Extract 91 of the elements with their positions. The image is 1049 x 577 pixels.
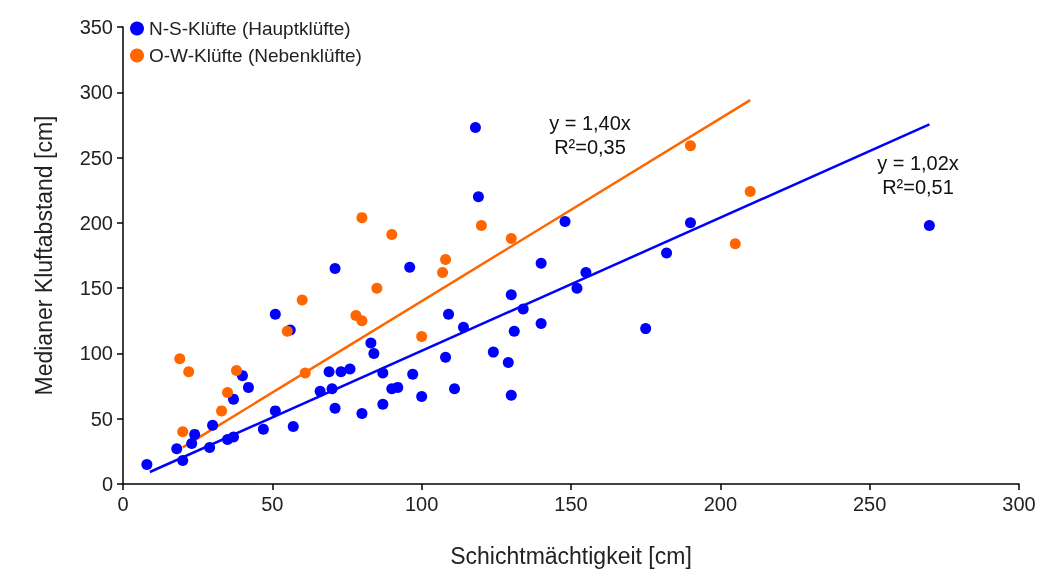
point (242, 381, 254, 393)
point (487, 346, 499, 358)
point (508, 325, 520, 337)
point (174, 353, 186, 365)
point (329, 263, 341, 275)
y-tick-label: 200 (79, 211, 113, 234)
point (228, 431, 240, 443)
y-tick-label: 350 (79, 16, 113, 38)
annotation: y = 1,02x R²=0,51 (877, 152, 959, 198)
point (329, 402, 341, 414)
point (469, 122, 481, 134)
point (177, 455, 189, 466)
point (437, 266, 449, 278)
point (314, 385, 326, 397)
point (505, 233, 517, 245)
y-tick-label: 150 (79, 277, 113, 300)
point (684, 217, 696, 229)
point (216, 405, 228, 417)
y-tick-label: 100 (79, 342, 113, 365)
point (257, 423, 269, 435)
y-tick-label: 50 (90, 407, 113, 430)
point (377, 367, 389, 379)
x-tick-label: 100 (404, 493, 439, 515)
point (222, 387, 234, 399)
point (535, 257, 547, 269)
point (141, 458, 153, 470)
point (449, 383, 461, 395)
point (517, 303, 529, 315)
point (356, 315, 368, 327)
annotation: y = 1,40x R²=0,35 (549, 112, 631, 158)
point (296, 294, 308, 306)
point (371, 282, 383, 294)
x-tick-label: 300 (1002, 493, 1036, 515)
point (231, 364, 242, 376)
x-tick-label: 250 (852, 493, 887, 515)
point (505, 289, 517, 301)
point (186, 438, 198, 450)
point (729, 238, 741, 250)
point (287, 421, 299, 433)
point (580, 266, 592, 278)
point (177, 426, 189, 438)
point (416, 330, 428, 342)
point (269, 308, 281, 320)
y-axis-title: Medianer Kluftabstand [cm] (30, 115, 57, 396)
point (440, 351, 452, 363)
point (356, 407, 368, 419)
point (457, 321, 469, 333)
point (356, 212, 368, 224)
y-tick-label: 0 (101, 473, 113, 495)
x-tick-label: 50 (261, 493, 284, 515)
legend-label: N-S-Klüfte (Hauptklüfte) (149, 18, 351, 39)
point (386, 229, 398, 241)
point (502, 357, 514, 369)
x-tick-label: 0 (117, 493, 129, 515)
point (365, 337, 377, 349)
point (923, 219, 935, 231)
point (684, 140, 696, 152)
point (377, 398, 389, 410)
point (326, 383, 338, 395)
point (640, 323, 652, 335)
point (189, 428, 201, 440)
x-axis-title: Schichtmächtigkeit [cm] (450, 542, 692, 569)
point (323, 366, 335, 378)
point (535, 317, 547, 329)
point (207, 419, 219, 431)
point (661, 247, 673, 259)
point (475, 219, 487, 231)
point (368, 347, 380, 359)
point (416, 391, 428, 403)
point (404, 261, 416, 273)
point (443, 308, 455, 320)
point (505, 389, 517, 401)
point (472, 191, 484, 203)
legend-label: O-W-Klüfte (Nebenklüfte) (149, 45, 362, 66)
x-tick-label: 200 (703, 493, 738, 515)
y-tick-label: 300 (79, 81, 113, 104)
point (344, 363, 356, 375)
point (204, 441, 216, 453)
point (392, 381, 404, 393)
point (440, 253, 452, 265)
point (744, 186, 756, 198)
y-tick-label: 250 (79, 146, 113, 169)
point (269, 405, 281, 417)
point (407, 368, 419, 380)
point (335, 366, 347, 378)
point (183, 366, 195, 378)
point (559, 216, 571, 228)
point (171, 443, 183, 455)
point (571, 282, 583, 294)
point (299, 367, 311, 379)
x-tick-label: 150 (554, 493, 588, 515)
